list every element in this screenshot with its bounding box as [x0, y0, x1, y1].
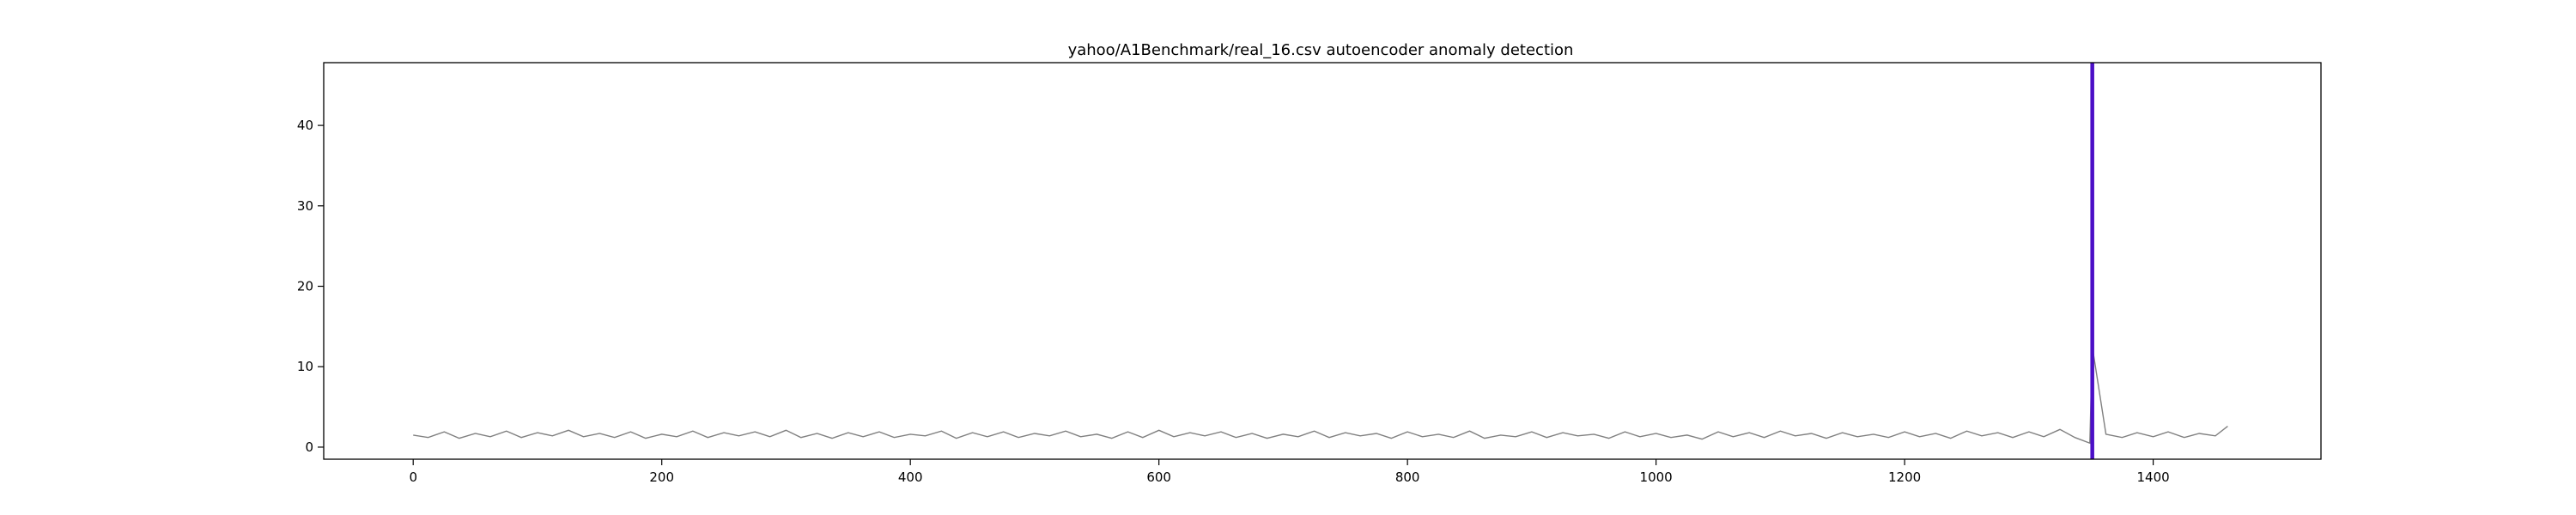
y-tick-label: 20	[297, 279, 313, 294]
x-tick-label: 400	[898, 470, 923, 485]
x-tick-label: 1200	[1888, 470, 1921, 485]
x-tick-label: 600	[1146, 470, 1171, 485]
y-tick-label: 30	[297, 198, 313, 214]
y-axis: 0 10 20 30 40	[297, 118, 324, 455]
x-tick-label: 1400	[2137, 470, 2170, 485]
x-tick-label: 0	[409, 470, 417, 485]
y-tick-label: 40	[297, 118, 313, 133]
y-tick-label: 0	[305, 439, 313, 455]
plot-area	[413, 63, 2228, 459]
y-tick-label: 10	[297, 359, 313, 374]
x-tick-label: 800	[1395, 470, 1420, 485]
x-tick-label: 1000	[1640, 470, 1673, 485]
axes-frame	[323, 62, 2322, 460]
x-axis: 0 200 400 600 800 1000 1200 1400	[409, 459, 2170, 485]
x-tick-label: 200	[649, 470, 674, 485]
chart-title: yahoo/A1Benchmark/real_16.csv autoencode…	[1068, 41, 1574, 59]
series-line-0	[413, 346, 2228, 445]
